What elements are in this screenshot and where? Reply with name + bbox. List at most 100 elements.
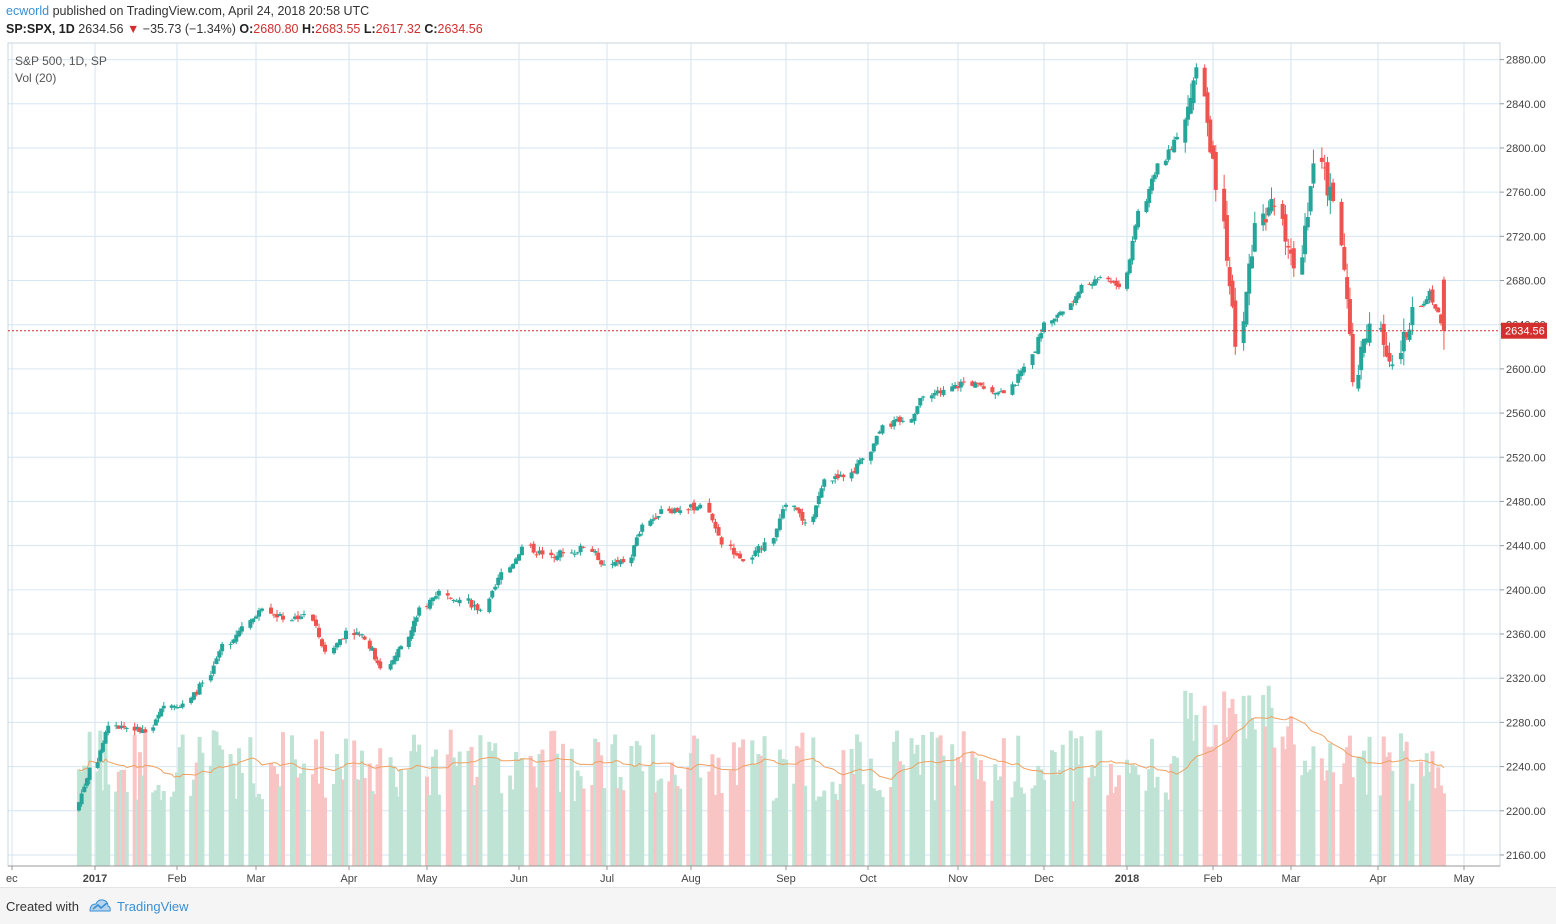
volume-bar — [1266, 685, 1271, 866]
candle-body — [1039, 333, 1044, 339]
author-link[interactable]: ecworld — [6, 4, 50, 18]
volume-bar — [367, 763, 372, 866]
candle-body — [335, 643, 339, 648]
volume-bar — [707, 771, 712, 866]
candle-body — [457, 599, 462, 604]
candle-body — [897, 416, 902, 422]
volume-bar — [412, 734, 416, 866]
volume-bar — [929, 731, 934, 866]
candle-body — [1263, 219, 1268, 223]
candle-body — [433, 596, 438, 599]
volume-bar — [1174, 757, 1179, 866]
candle-body — [599, 560, 604, 565]
volume-bar — [478, 735, 483, 866]
candle-body — [1280, 203, 1285, 219]
volume-bar — [593, 738, 598, 866]
volume-bar — [119, 769, 124, 866]
volume-bar — [1186, 718, 1191, 866]
candle-body — [777, 518, 782, 530]
candle-body — [1130, 240, 1135, 261]
volume-bar — [1381, 736, 1386, 866]
volume-bar — [1213, 725, 1218, 866]
tradingview-link[interactable]: TradingView — [117, 899, 189, 914]
volume-bar — [457, 751, 462, 866]
volume-bar — [1407, 800, 1412, 866]
candle-body — [427, 599, 432, 609]
candle-body — [961, 381, 966, 383]
x-tick-label: Dec — [1034, 873, 1054, 885]
volume-bar — [1079, 736, 1084, 866]
volume-bar — [1430, 784, 1435, 866]
volume-bar — [84, 766, 89, 866]
x-tick-label: 2018 — [1115, 873, 1139, 885]
volume-bar — [1410, 783, 1415, 866]
volume-bar — [1194, 714, 1199, 866]
candle-body — [1013, 384, 1018, 386]
candle-body — [228, 643, 233, 645]
volume-bar — [370, 791, 375, 866]
candle-body — [269, 607, 273, 614]
footer-bar: Created with TradingView — [0, 887, 1556, 924]
high-label: H: — [301, 22, 316, 36]
x-tick-label: Jun — [510, 873, 528, 885]
candle-body — [237, 630, 242, 637]
volume-bar — [239, 773, 244, 866]
candle-body — [373, 648, 377, 660]
volume-bar — [1261, 694, 1266, 866]
volume-bar — [1305, 772, 1310, 866]
volume-bar — [667, 781, 672, 866]
volume-bar — [759, 755, 764, 866]
volume-bar — [143, 730, 148, 866]
volume-bar — [197, 736, 202, 866]
candle-body — [469, 599, 474, 608]
tradingview-logo-icon[interactable] — [88, 897, 112, 913]
candle-body — [519, 546, 524, 556]
candle-body — [1205, 92, 1210, 123]
volume-bar — [816, 796, 821, 866]
candle-body — [281, 615, 285, 620]
volume-bar — [106, 784, 111, 866]
volume-bar — [1076, 764, 1081, 866]
candle-body — [197, 683, 202, 695]
candle-body — [1202, 67, 1207, 97]
candle-body — [1068, 303, 1073, 311]
volume-bar — [569, 748, 574, 866]
candle-body — [1055, 314, 1060, 318]
y-tick-label: 2600.00 — [1506, 364, 1546, 376]
volume-bar — [892, 741, 897, 866]
candle-body — [689, 504, 693, 508]
candle-body — [871, 443, 876, 452]
volume-bar — [1427, 771, 1432, 866]
volume-bar — [211, 730, 216, 866]
volume-bars — [76, 685, 1446, 866]
low-value: 2617.32 — [375, 22, 421, 36]
volume-bar — [1058, 769, 1063, 866]
volume-bar — [1108, 763, 1113, 866]
candle-body — [1183, 119, 1188, 143]
candle-body — [296, 615, 300, 620]
volume-bar — [1247, 695, 1252, 866]
volume-bar — [1136, 774, 1141, 866]
candle-body — [1036, 336, 1041, 354]
candle-body — [531, 543, 536, 553]
close-label: C: — [424, 22, 438, 36]
candle-body — [430, 597, 435, 602]
symbol-label: SP:SPX, 1D — [6, 22, 75, 36]
candle-body — [976, 382, 981, 384]
candle-body — [613, 562, 618, 566]
y-tick-label: 2720.00 — [1506, 231, 1546, 243]
published-text: published on TradingView.com, April 24, … — [52, 4, 370, 18]
volume-bar — [335, 753, 339, 866]
candle-body — [1001, 390, 1006, 394]
volume-bar — [514, 752, 519, 866]
volume-bar — [1269, 707, 1274, 866]
volume-bar — [427, 794, 432, 866]
volume-bar — [581, 788, 586, 866]
volume-bar — [378, 748, 383, 866]
volume-bar — [299, 773, 303, 866]
price-chart[interactable]: 2160.00 2200.00 2240.00 2280.00 2320.00 2360.… — [0, 0, 1556, 887]
candle-body — [1095, 279, 1100, 281]
volume-bar — [517, 759, 521, 866]
candle-body — [590, 548, 595, 552]
candle-body — [1398, 352, 1403, 360]
